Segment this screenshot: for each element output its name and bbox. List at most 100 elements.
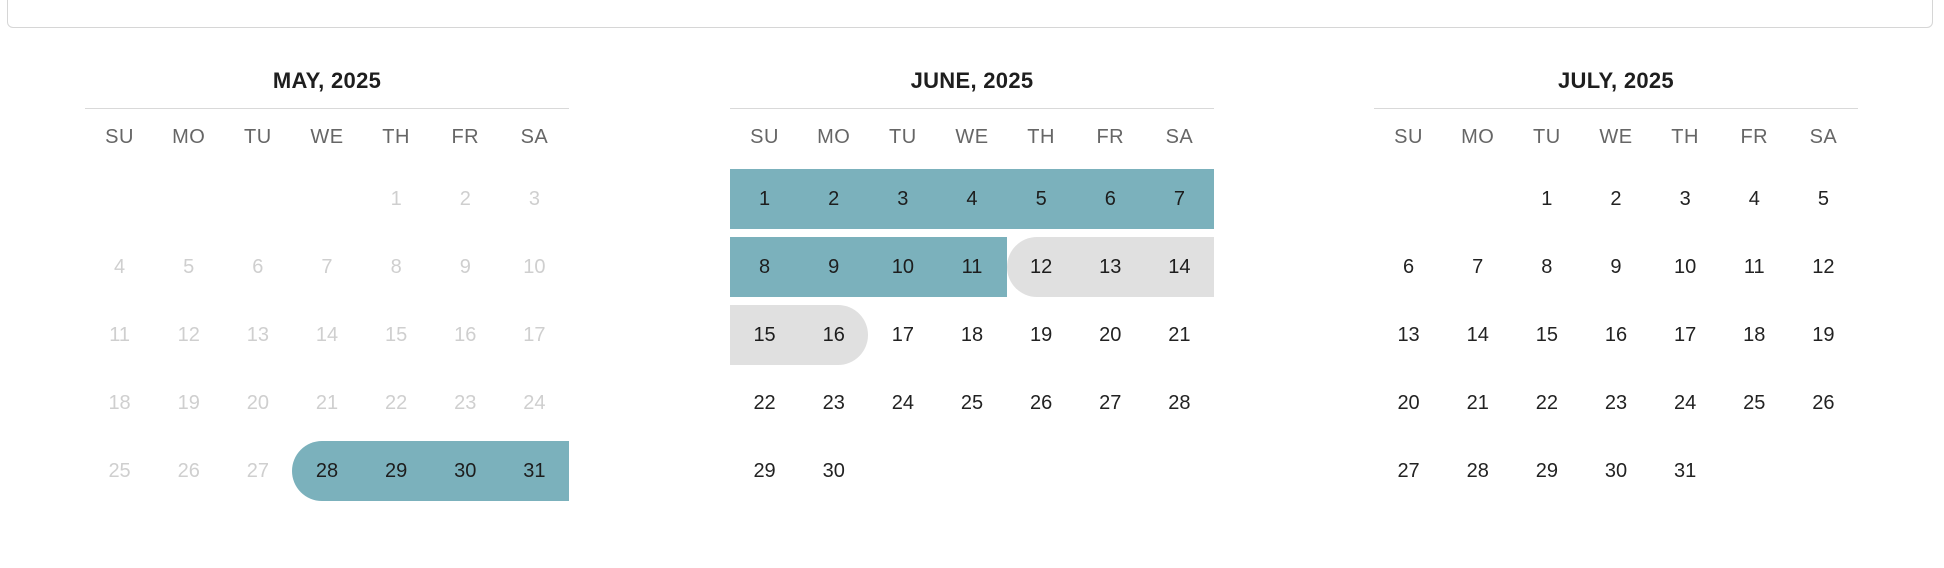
weekday-header: SU MO TU WE TH FR SA	[730, 109, 1214, 165]
day-cell[interactable]: 24	[891, 392, 914, 414]
day-cell[interactable]: 28	[1466, 460, 1489, 482]
weekday-label: MO	[172, 125, 206, 148]
day-cell[interactable]: 30	[1604, 460, 1628, 482]
day-cell[interactable]: 28	[292, 441, 362, 501]
day-cell[interactable]: 13	[1075, 237, 1145, 297]
day-cell[interactable]: 18	[1743, 324, 1766, 346]
weeks-grid: 1 2 3 4 5 6 7 8 9 10 11 12 13 14 15 16 17 18 19 20 21 22 23 24 2…	[1374, 165, 1858, 505]
day-cell[interactable]: 8	[730, 237, 800, 297]
day-cell[interactable]: 29	[361, 441, 431, 501]
day-cell: 21	[315, 392, 339, 414]
day-cell[interactable]: 20	[1099, 324, 1122, 346]
day-cell: 12	[177, 324, 200, 346]
day-cell[interactable]: 31	[499, 441, 569, 501]
day-cell[interactable]: 4	[1748, 188, 1760, 210]
day-cell[interactable]: 13	[1397, 324, 1420, 346]
day-cell[interactable]: 2	[799, 169, 869, 229]
day-cell[interactable]: 7	[1472, 256, 1484, 278]
calendar-week-row: 15 16 17 18 19 20 21	[730, 301, 1214, 369]
day-cell[interactable]: 16	[799, 305, 869, 365]
day-cell[interactable]: 17	[1674, 324, 1697, 346]
day-cell[interactable]: 7	[1144, 169, 1214, 229]
day-cell[interactable]: 9	[799, 237, 869, 297]
day-cell[interactable]: 29	[1535, 460, 1558, 482]
empty-day-cell	[292, 169, 361, 229]
day-cell[interactable]: 2	[1610, 188, 1622, 210]
calendar-month-july: JULY, 2025 SU MO TU WE TH FR SA 1 2 3 4 5 6 7 8 9 10 11 1…	[1374, 60, 1858, 505]
day-cell[interactable]: 25	[960, 392, 984, 414]
day-cell[interactable]: 16	[1604, 324, 1628, 346]
day-cell[interactable]: 21	[1168, 324, 1191, 346]
calendar-week-row: 29 30	[730, 437, 1214, 505]
month-divider	[85, 108, 569, 109]
calendar-week-row: 8 9 10 11 12 13 14	[730, 233, 1214, 301]
day-cell[interactable]: 12	[1812, 256, 1835, 278]
day-cell[interactable]: 23	[1604, 392, 1628, 414]
day-cell[interactable]: 3	[1679, 188, 1691, 210]
day-cell[interactable]: 26	[1812, 392, 1835, 414]
day-cell[interactable]: 22	[1535, 392, 1558, 414]
day-cell: 20	[246, 392, 269, 414]
weekday-header: SU MO TU WE TH FR SA	[1374, 109, 1858, 165]
day-cell[interactable]: 17	[891, 324, 914, 346]
day-cell[interactable]: 5	[1817, 188, 1829, 210]
day-cell[interactable]: 11	[937, 237, 1007, 297]
day-cell[interactable]: 19	[1812, 324, 1835, 346]
day-cell[interactable]: 27	[1397, 460, 1420, 482]
day-cell[interactable]: 24	[1674, 392, 1697, 414]
day-cell[interactable]: 15	[730, 305, 800, 365]
calendar-month-june: JUNE, 2025 SU MO TU WE TH FR SA 1 2 3 4 5 6 7 8 9 10 11 1…	[730, 60, 1214, 505]
day-cell: 24	[523, 392, 546, 414]
day-cell: 13	[246, 324, 269, 346]
weekday-label: TU	[244, 125, 272, 148]
day-cell[interactable]: 31	[1674, 460, 1697, 482]
day-cell[interactable]: 3	[868, 169, 938, 229]
day-cell[interactable]: 10	[1674, 256, 1697, 278]
day-cell[interactable]: 21	[1466, 392, 1489, 414]
day-cell[interactable]: 22	[753, 392, 776, 414]
day-cell: 2	[459, 188, 471, 210]
day-cell[interactable]: 1	[1541, 188, 1553, 210]
weekday-label: FR	[1740, 125, 1769, 148]
day-cell[interactable]: 14	[1466, 324, 1489, 346]
day-cell[interactable]: 25	[1743, 392, 1766, 414]
calendar-month-may: MAY, 2025 SU MO TU WE TH FR SA 1 2 3 4 5 6 7 8 9 10 11 12…	[85, 60, 569, 505]
day-cell[interactable]: 15	[1535, 324, 1558, 346]
weekday-header: SU MO TU WE TH FR SA	[85, 109, 569, 165]
weeks-grid: 1 2 3 4 5 6 7 8 9 10 11 12 13 14 15 16 17 18 19 20 21 22 23 24 2…	[730, 165, 1214, 505]
calendar-week-row: 11 12 13 14 15 16 17	[85, 301, 569, 369]
empty-day-cell	[154, 169, 223, 229]
day-cell[interactable]: 4	[937, 169, 1007, 229]
day-cell[interactable]: 6	[1403, 256, 1415, 278]
day-cell[interactable]: 23	[822, 392, 845, 414]
day-cell[interactable]: 29	[753, 460, 776, 482]
day-cell: 1	[390, 188, 402, 210]
day-cell[interactable]: 28	[1168, 392, 1191, 414]
calendar-week-row: 13 14 15 16 17 18 19	[1374, 301, 1858, 369]
weeks-grid: 1 2 3 4 5 6 7 8 9 10 11 12 13 14 15 16 17 18 19 20 21 22 23 24 2…	[85, 165, 569, 505]
day-cell[interactable]: 5	[1006, 169, 1076, 229]
top-panel	[7, 0, 1933, 28]
day-cell: 8	[390, 256, 402, 278]
day-cell[interactable]: 30	[430, 441, 500, 501]
day-cell[interactable]: 12	[1006, 237, 1076, 297]
calendar-week-row: 20 21 22 23 24 25 26	[1374, 369, 1858, 437]
day-cell[interactable]: 20	[1397, 392, 1420, 414]
day-cell[interactable]: 14	[1144, 237, 1214, 297]
day-cell[interactable]: 6	[1075, 169, 1145, 229]
day-cell[interactable]: 18	[960, 324, 984, 346]
day-cell[interactable]: 27	[1099, 392, 1122, 414]
weekday-label: SU	[1394, 125, 1423, 148]
day-cell[interactable]: 30	[822, 460, 845, 482]
day-cell[interactable]: 26	[1030, 392, 1053, 414]
day-cell[interactable]: 1	[730, 169, 800, 229]
day-cell[interactable]: 11	[1743, 256, 1765, 278]
day-cell[interactable]: 19	[1030, 324, 1053, 346]
day-cell: 14	[315, 324, 339, 346]
day-cell[interactable]: 9	[1610, 256, 1622, 278]
day-cell: 19	[177, 392, 200, 414]
day-cell[interactable]: 10	[868, 237, 938, 297]
weekday-label: WE	[955, 125, 989, 148]
day-cell[interactable]: 8	[1541, 256, 1553, 278]
